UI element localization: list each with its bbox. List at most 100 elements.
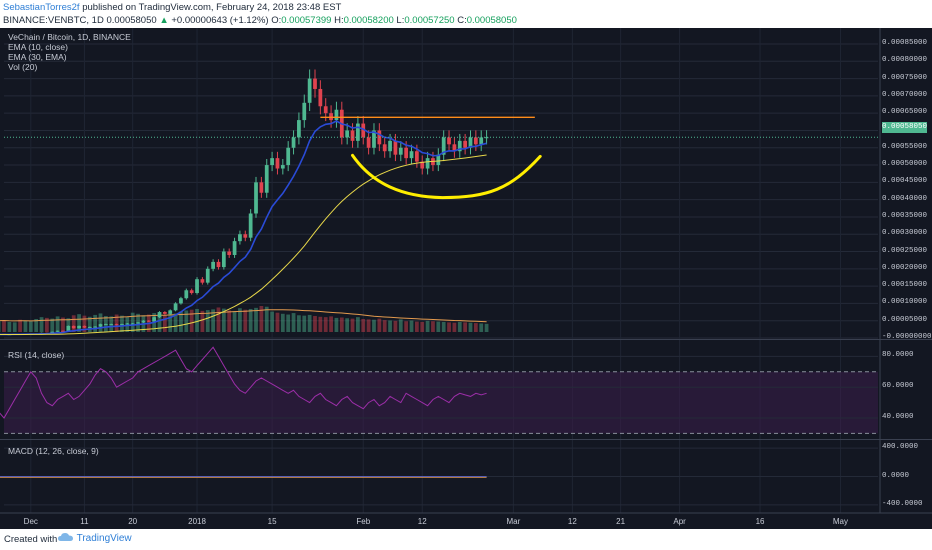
- candle-body: [254, 182, 258, 214]
- candle-body: [388, 140, 392, 152]
- candle-body: [125, 323, 130, 325]
- volume-bar: [162, 314, 167, 332]
- volume-bar: [463, 322, 468, 332]
- price-axis-tick: 0.00005000: [882, 315, 928, 324]
- volume-bar: [232, 311, 237, 332]
- volume-bar: [372, 319, 376, 332]
- volume-bar: [45, 317, 49, 332]
- time-axis-tick: May: [832, 517, 849, 526]
- volume-bar: [356, 317, 360, 332]
- candle-body: [227, 251, 232, 255]
- volume-bar: [77, 314, 81, 332]
- price-axis-tick: 0.00020000: [882, 263, 928, 272]
- quote-line: BINANCE:VENBTC, 1D 0.00058050 ▲ +0.00000…: [3, 15, 517, 26]
- candle-body: [114, 324, 119, 326]
- candle-body: [313, 78, 317, 89]
- candle-body: [270, 158, 274, 166]
- price-axis-tick: 0.00070000: [882, 90, 928, 99]
- candle-body: [372, 130, 376, 148]
- volume-bar: [398, 319, 403, 332]
- candle-body: [361, 123, 366, 138]
- volume-bar: [114, 314, 119, 332]
- author-link[interactable]: SebastianTorres2f: [3, 2, 80, 13]
- volume-bar: [345, 318, 350, 332]
- volume-bar: [7, 321, 12, 332]
- volume-bar: [55, 316, 60, 332]
- candle-body: [55, 330, 60, 332]
- candle-body: [382, 144, 387, 152]
- volume-bar: [87, 316, 92, 332]
- ema10-legend[interactable]: EMA (10, close): [8, 42, 68, 52]
- candle-body: [393, 140, 398, 155]
- candle-body: [259, 182, 264, 193]
- price-axis-tick: 0.00050000: [882, 160, 928, 169]
- chart-area[interactable]: VeChain / Bitcoin, 1D, BINANCE EMA (10, …: [0, 28, 932, 529]
- volume-bar: [243, 309, 248, 332]
- candle-body: [356, 123, 360, 141]
- volume-bar: [275, 312, 280, 332]
- tradingview-brand: TradingView: [76, 533, 132, 544]
- price-axis-tick: 0.00035000: [882, 211, 928, 220]
- chart-canvas[interactable]: [0, 28, 932, 529]
- candle-body: [146, 320, 151, 322]
- created-with-text: Created with: [4, 534, 58, 545]
- rsi-axis-tick: 80.0000: [882, 351, 914, 360]
- candle-body: [189, 290, 194, 294]
- volume-bar: [50, 318, 55, 332]
- candle-body: [71, 325, 76, 329]
- volume-bar: [291, 313, 296, 332]
- volume-bar: [216, 307, 221, 332]
- volume-bar: [130, 312, 135, 332]
- candle-body: [93, 326, 98, 328]
- tradingview-logo[interactable]: TradingView: [58, 532, 132, 544]
- candle-body: [157, 312, 162, 318]
- low-label: L:: [396, 15, 405, 26]
- tradingview-cloud-icon: [58, 533, 73, 541]
- price-badge: 0.00058050: [882, 122, 928, 133]
- volume-bar: [484, 323, 489, 332]
- macd-legend[interactable]: MACD (12, 26, close, 9): [8, 446, 99, 456]
- time-axis-tick: Mar: [506, 517, 521, 526]
- volume-bar: [264, 306, 269, 332]
- candle-body: [414, 151, 419, 162]
- volume-bar: [179, 311, 183, 332]
- volume-bar: [39, 317, 44, 332]
- candle-body: [248, 213, 253, 238]
- volume-bar: [479, 323, 484, 332]
- change-up-icon: ▲: [159, 15, 169, 26]
- volume-bar: [98, 313, 103, 332]
- candle-body: [162, 312, 167, 314]
- candle-body: [323, 106, 328, 114]
- ema30-legend[interactable]: EMA (30, EMA): [8, 52, 67, 62]
- volume-bar: [0, 321, 1, 332]
- cup-drawing: [351, 153, 542, 200]
- candle-body: [366, 137, 371, 148]
- candle-body: [61, 330, 65, 332]
- volume-bar: [318, 316, 323, 332]
- volume-bar: [200, 310, 205, 332]
- macd-axis-tick: -400.0000: [882, 499, 923, 508]
- rsi-legend[interactable]: RSI (14, close): [8, 350, 65, 360]
- candle-body: [120, 324, 124, 326]
- rsi-line: [0, 346, 487, 419]
- candle-body: [104, 324, 108, 326]
- time-axis-tick: 11: [80, 517, 89, 526]
- time-axis-tick: Apr: [673, 517, 686, 526]
- volume-legend[interactable]: Vol (20): [8, 62, 38, 72]
- candle-body: [98, 324, 103, 327]
- publish-line: SebastianTorres2f published on TradingVi…: [3, 2, 341, 13]
- volume-bar: [189, 309, 194, 332]
- volume-bar: [34, 319, 39, 332]
- volume-bar: [377, 318, 382, 332]
- price-axis-tick: -0.00000000: [882, 333, 932, 341]
- candle-body: [243, 234, 248, 238]
- symbol-label: BINANCE:VENBTC, 1D: [3, 15, 104, 26]
- candle-body: [409, 151, 414, 159]
- time-axis-tick: 12: [567, 517, 577, 526]
- volume-bar: [307, 314, 312, 332]
- price-axis-tick: 0.00040000: [882, 194, 928, 203]
- time-axis-tick: 2018: [188, 517, 206, 526]
- candle-body: [200, 279, 205, 283]
- volume-bar: [28, 321, 33, 332]
- time-axis-tick: 20: [128, 517, 138, 526]
